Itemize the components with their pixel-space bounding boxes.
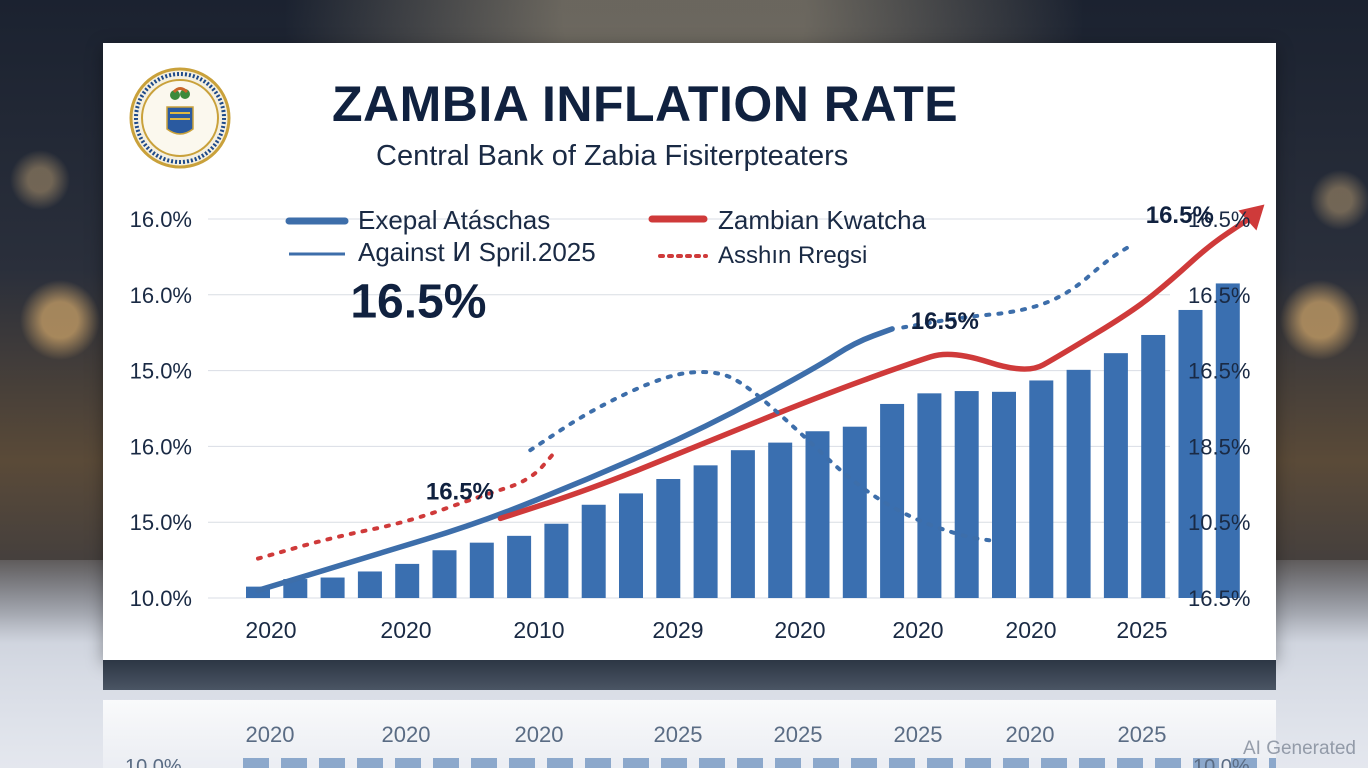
central-bank-seal-icon [129, 67, 231, 169]
chart-subtitle: Central Bank of Zabia Fisiterpteaters [376, 140, 849, 172]
legend-label: Zambian Kwatcha [718, 205, 927, 235]
y-tick-right: 16.5% [1188, 283, 1250, 308]
series-lines [255, 204, 1265, 594]
reflection-x-tick: 2020 [245, 722, 295, 747]
bar [917, 393, 942, 598]
y-axis-labels: 10.0% 15.0% 16.0% 15.0% 16.0% 16.0% 16.5% 10.5%… [130, 207, 1251, 611]
board-base [103, 660, 1276, 690]
y-tick-right: 16.5% [1188, 207, 1250, 232]
bar [432, 550, 457, 598]
chart-title: ZAMBIA INFLATION RATE [332, 76, 959, 132]
bar [1141, 334, 1166, 598]
bar [730, 450, 755, 598]
series-line [901, 243, 1133, 330]
bar [1178, 309, 1203, 598]
bar [357, 571, 382, 598]
legend-label: Against ⵍ Spril.2025 [358, 237, 596, 267]
bar [320, 577, 345, 598]
x-axis-labels: 2020 2020 2010 2029 2020 2020 2020 2025 [245, 617, 1167, 643]
value-label: 16.5% [911, 308, 979, 335]
y-tick-left: 15.0% [130, 510, 192, 535]
reflection-x-tick: 2025 [893, 722, 943, 747]
reflection-y-tick: 10.0% [1193, 756, 1250, 768]
reflection-x-tick: 2025 [653, 722, 703, 747]
bar [469, 542, 494, 598]
bar [1103, 353, 1128, 598]
reflection-y-tick: 10.0% [125, 756, 182, 768]
bar [656, 478, 681, 598]
y-tick-left: 10.0% [130, 586, 192, 611]
reflection-x-tick: 2020 [514, 722, 564, 747]
x-tick: 2020 [892, 617, 943, 643]
value-label: 16.5% [426, 478, 494, 505]
x-tick: 2025 [1116, 617, 1167, 643]
reflection-x-tick: 2020 [1005, 722, 1055, 747]
bar [693, 465, 718, 598]
y-tick-left: 16.0% [130, 207, 192, 232]
bar [1215, 283, 1240, 598]
bar [842, 426, 867, 598]
bar [544, 523, 569, 598]
bar [395, 563, 420, 598]
board-reflection: 2020 2020 2020 2025 2025 2025 2020 2025 … [103, 700, 1276, 768]
reflection-x-tick: 2025 [1117, 722, 1167, 747]
arrow-head [1238, 204, 1265, 231]
x-tick: 2029 [652, 617, 703, 643]
series-line [497, 217, 1250, 522]
y-tick-left: 15.0% [130, 359, 192, 384]
y-tick-right: 16.5% [1188, 586, 1250, 611]
x-tick: 2020 [1005, 617, 1056, 643]
bar [1029, 380, 1054, 598]
bar [768, 442, 793, 598]
bar [880, 403, 905, 598]
y-tick-left: 16.0% [130, 434, 192, 459]
series-line [528, 370, 999, 544]
y-tick-right: 10.5% [1188, 510, 1250, 535]
bar [581, 504, 606, 598]
bar [619, 493, 643, 598]
legend-label: Exepal Atáschas [358, 205, 550, 235]
legend-label: Asshın Rregsi [718, 242, 867, 269]
value-label: 16.5% [1146, 202, 1214, 229]
legend: Exepal Atáschas Zambian Kwatcha Against … [285, 205, 927, 269]
bar [992, 391, 1016, 598]
bar [954, 391, 979, 598]
headline-value: 16.5% [350, 276, 486, 329]
bar [283, 579, 308, 598]
reflection-bars [243, 758, 1276, 768]
series-line [256, 448, 559, 561]
bar [805, 431, 830, 598]
series-line [255, 326, 895, 594]
watermark: AI Generated [1242, 738, 1356, 759]
annotations: 16.5% 16.5% 16.5% 16.5% [350, 202, 1213, 506]
x-tick: 2010 [513, 617, 564, 643]
bar [507, 535, 532, 598]
y-tick-right: 16.5% [1188, 359, 1250, 384]
reflection-x-tick: 2020 [381, 722, 431, 747]
x-tick: 2020 [774, 617, 825, 643]
y-tick-left: 16.0% [130, 283, 192, 308]
x-tick: 2020 [245, 617, 296, 643]
x-tick: 2020 [380, 617, 431, 643]
y-tick-right: 18.5% [1188, 434, 1250, 459]
bars [246, 283, 1240, 598]
bar [1066, 369, 1091, 598]
reflection-x-tick: 2025 [773, 722, 823, 747]
